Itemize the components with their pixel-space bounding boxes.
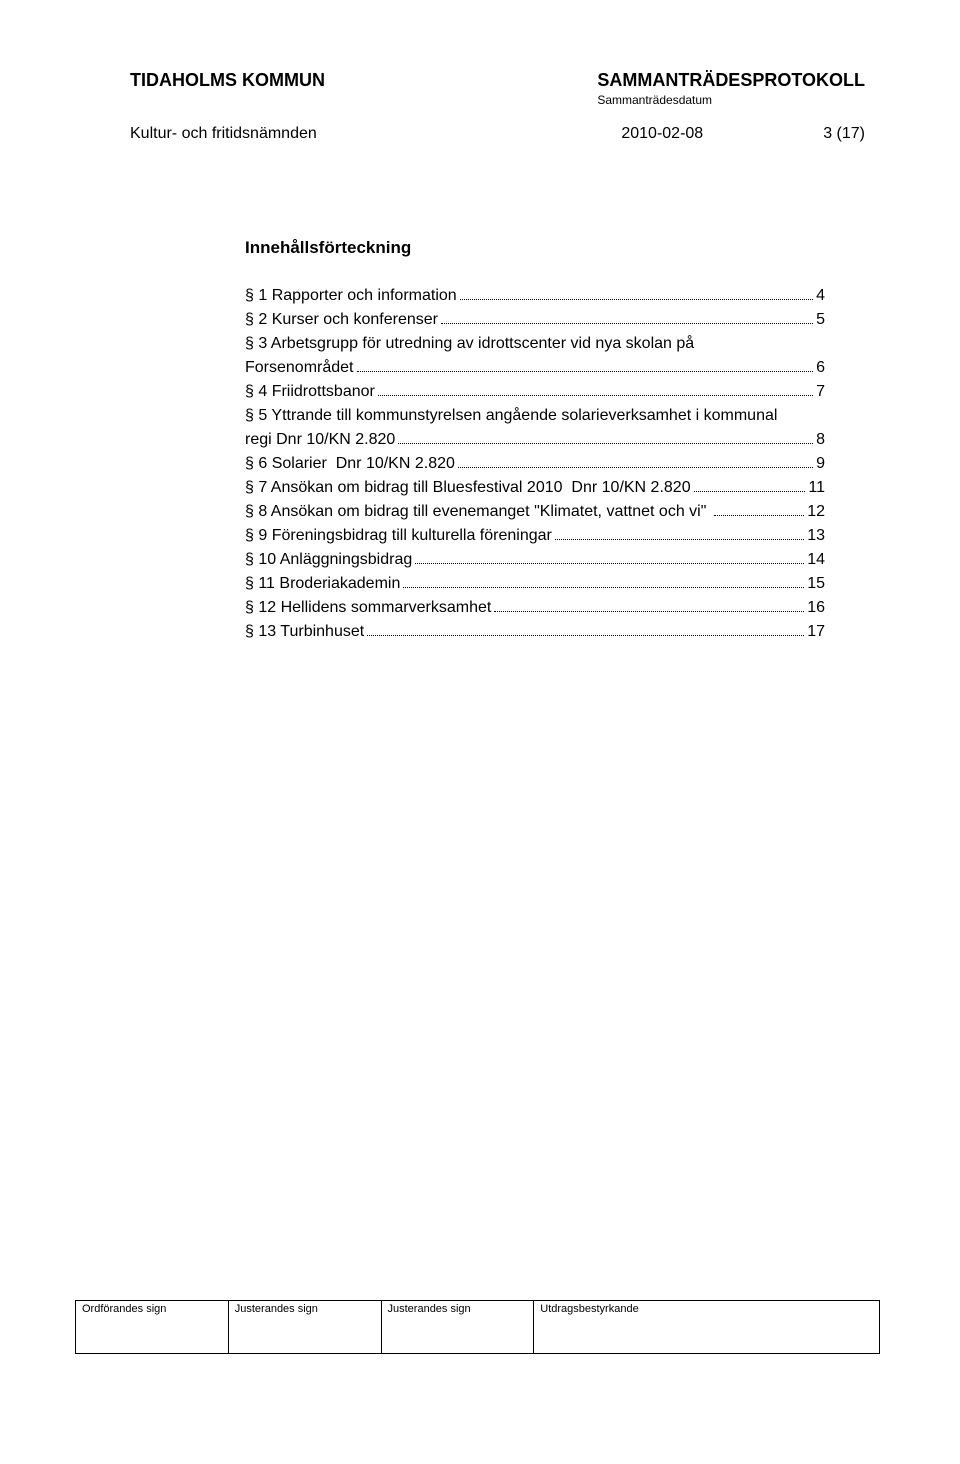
toc-title: Innehållsförteckning bbox=[245, 238, 825, 258]
toc-label: regi Dnr 10/KN 2.820 bbox=[245, 428, 395, 452]
toc-label: § 11 Broderiakademin bbox=[245, 572, 400, 596]
toc-dots bbox=[694, 479, 806, 492]
toc-dots bbox=[378, 383, 813, 396]
doc-title-block: SAMMANTRÄDESPROTOKOLL Sammanträdesdatum bbox=[597, 70, 865, 107]
toc-page: 13 bbox=[807, 524, 825, 548]
sig-cell-extract: Utdragsbestyrkande bbox=[534, 1301, 880, 1354]
table-of-contents: Innehållsförteckning § 1 Rapporter och i… bbox=[245, 238, 825, 644]
page: TIDAHOLMS KOMMUN SAMMANTRÄDESPROTOKOLL S… bbox=[0, 0, 960, 1464]
toc-page: 17 bbox=[807, 620, 825, 644]
toc-row: § 7 Ansökan om bidrag till Bluesfestival… bbox=[245, 476, 825, 500]
toc-label: § 9 Föreningsbidrag till kulturella före… bbox=[245, 524, 552, 548]
toc-dots bbox=[714, 503, 804, 516]
signature-table: Ordförandes sign Justerandes sign Juster… bbox=[75, 1300, 880, 1354]
toc-row: § 8 Ansökan om bidrag till evenemanget "… bbox=[245, 500, 825, 524]
toc-label: § 6 Solarier Dnr 10/KN 2.820 bbox=[245, 452, 455, 476]
toc-label: § 8 Ansökan om bidrag till evenemanget "… bbox=[245, 500, 711, 524]
toc-label: § 5 Yttrande till kommunstyrelsen angåen… bbox=[245, 404, 777, 428]
toc-page: 7 bbox=[816, 380, 825, 404]
toc-label: § 7 Ansökan om bidrag till Bluesfestival… bbox=[245, 476, 691, 500]
toc-row: Forsenområdet 6 bbox=[245, 356, 825, 380]
footer-signatures: Ordförandes sign Justerandes sign Juster… bbox=[75, 1300, 880, 1354]
toc-label: § 3 Arbetsgrupp för utredning av idrotts… bbox=[245, 332, 694, 356]
toc-label: § 12 Hellidens sommarverksamhet bbox=[245, 596, 491, 620]
toc-dots bbox=[398, 431, 813, 444]
toc-page: 6 bbox=[816, 356, 825, 380]
toc-row: regi Dnr 10/KN 2.820 8 bbox=[245, 428, 825, 452]
toc-row: § 6 Solarier Dnr 10/KN 2.820 9 bbox=[245, 452, 825, 476]
toc-label: § 10 Anläggningsbidrag bbox=[245, 548, 412, 572]
toc-row: § 13 Turbinhuset 17 bbox=[245, 620, 825, 644]
toc-page: 11 bbox=[808, 476, 825, 500]
toc-row: § 10 Anläggningsbidrag 14 bbox=[245, 548, 825, 572]
sig-cell-chair: Ordförandes sign bbox=[76, 1301, 229, 1354]
toc-label: § 2 Kurser och konferenser bbox=[245, 308, 438, 332]
doc-subtitle: Sammanträdesdatum bbox=[597, 93, 865, 107]
toc-dots bbox=[357, 359, 814, 372]
toc-dots bbox=[367, 623, 804, 636]
doc-title: SAMMANTRÄDESPROTOKOLL bbox=[597, 70, 865, 91]
toc-row: § 2 Kurser och konferenser 5 bbox=[245, 308, 825, 332]
page-number: 3 (17) bbox=[823, 125, 865, 143]
toc-dots bbox=[415, 551, 804, 564]
toc-page: 9 bbox=[816, 452, 825, 476]
toc-page: 15 bbox=[807, 572, 825, 596]
toc-row: § 12 Hellidens sommarverksamhet 16 bbox=[245, 596, 825, 620]
toc-row: § 9 Föreningsbidrag till kulturella före… bbox=[245, 524, 825, 548]
toc-row: § 4 Friidrottsbanor 7 bbox=[245, 380, 825, 404]
org-name: TIDAHOLMS KOMMUN bbox=[130, 70, 325, 91]
subheader-row: Kultur- och fritidsnämnden 2010-02-08 3 … bbox=[130, 125, 865, 143]
toc-dots bbox=[458, 455, 813, 468]
meeting-date: 2010-02-08 bbox=[621, 125, 703, 143]
toc-label: § 1 Rapporter och information bbox=[245, 284, 457, 308]
committee-name: Kultur- och fritidsnämnden bbox=[130, 125, 317, 143]
toc-row: § 1 Rapporter och information 4 bbox=[245, 284, 825, 308]
toc-row: § 5 Yttrande till kommunstyrelsen angåen… bbox=[245, 404, 825, 428]
sig-cell-adjuster-1: Justerandes sign bbox=[228, 1301, 381, 1354]
toc-page: 12 bbox=[807, 500, 825, 524]
toc-row: § 11 Broderiakademin 15 bbox=[245, 572, 825, 596]
toc-label: § 4 Friidrottsbanor bbox=[245, 380, 375, 404]
toc-dots bbox=[441, 311, 813, 324]
toc-label: § 13 Turbinhuset bbox=[245, 620, 364, 644]
toc-page: 5 bbox=[816, 308, 825, 332]
subheader-right: 2010-02-08 3 (17) bbox=[621, 125, 865, 143]
header-row: TIDAHOLMS KOMMUN SAMMANTRÄDESPROTOKOLL S… bbox=[130, 70, 865, 107]
toc-dots bbox=[494, 599, 804, 612]
toc-dots bbox=[555, 527, 804, 540]
toc-page: 4 bbox=[816, 284, 825, 308]
toc-label: Forsenområdet bbox=[245, 356, 354, 380]
toc-page: 16 bbox=[807, 596, 825, 620]
toc-dots bbox=[403, 575, 804, 588]
sig-cell-adjuster-2: Justerandes sign bbox=[381, 1301, 534, 1354]
toc-page: 14 bbox=[807, 548, 825, 572]
toc-dots bbox=[460, 287, 813, 300]
toc-body: § 1 Rapporter och information4§ 2 Kurser… bbox=[245, 284, 825, 644]
toc-row: § 3 Arbetsgrupp för utredning av idrotts… bbox=[245, 332, 825, 356]
toc-page: 8 bbox=[816, 428, 825, 452]
